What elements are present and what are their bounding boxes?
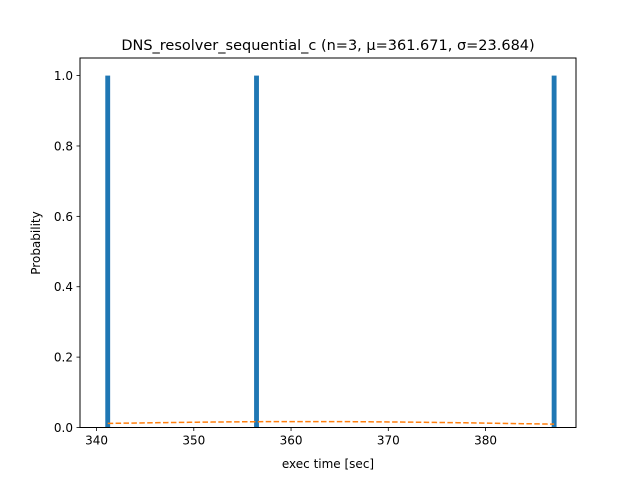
x-tick-label: 370: [377, 434, 400, 448]
y-tick-label: 0.2: [54, 351, 73, 365]
x-axis-label: exec time [sec]: [282, 457, 374, 471]
histogram-bar: [254, 75, 259, 428]
plot-area: [105, 75, 557, 428]
y-tick-label: 0.4: [54, 280, 73, 294]
y-tick-label: 0.6: [54, 210, 73, 224]
histogram-bar: [551, 75, 557, 428]
histogram-bar: [105, 75, 111, 428]
y-tick-label: 1.0: [54, 69, 73, 83]
x-tick-label: 380: [474, 434, 497, 448]
y-tick-label: 0.8: [54, 139, 73, 153]
x-tick-label: 340: [85, 434, 108, 448]
normal-fit-curve: [107, 420, 555, 425]
x-tick-label: 350: [182, 434, 205, 448]
y-axis-label: Probability: [29, 211, 43, 274]
chart-title: DNS_resolver_sequential_c (n=3, μ=361.67…: [121, 38, 534, 54]
plot-frame: [79, 57, 577, 428]
x-tick-label: 360: [280, 434, 303, 448]
y-tick-label: 0.0: [54, 421, 73, 435]
